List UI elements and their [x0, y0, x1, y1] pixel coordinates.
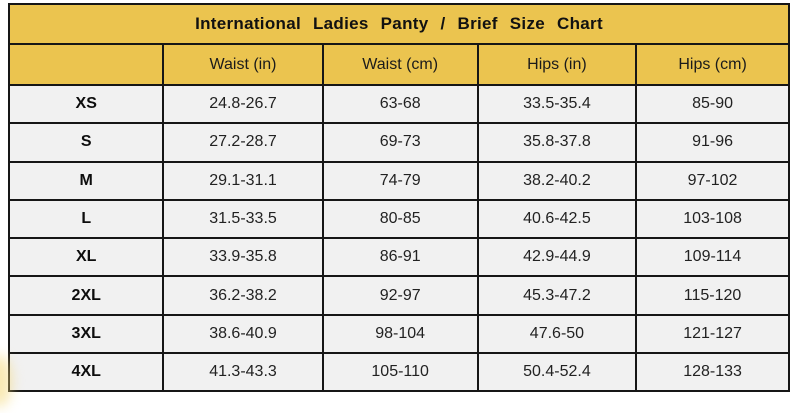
column-header-size [7, 43, 165, 86]
column-header-hips-cm: Hips (cm) [635, 43, 790, 86]
size-label: XS [7, 83, 165, 125]
waist-cm-value: 63-68 [321, 83, 479, 125]
hips-cm-value: 91-96 [635, 122, 790, 163]
size-chart-table: International Ladies Panty / Brief Size … [7, 3, 790, 393]
hips-in-value: 45.3-47.2 [476, 275, 638, 316]
waist-in-value: 36.2-38.2 [162, 275, 324, 316]
waist-in-value: 33.9-35.8 [162, 237, 324, 278]
hips-cm-value: 109-114 [635, 237, 790, 278]
hips-cm-value: 115-120 [635, 275, 790, 316]
hips-in-value: 33.5-35.4 [476, 83, 638, 125]
hips-cm-value: 121-127 [635, 313, 790, 355]
column-header-hips-in: Hips (in) [476, 43, 638, 86]
hips-in-value: 38.2-40.2 [476, 160, 638, 201]
waist-cm-value: 98-104 [321, 313, 479, 355]
table-row-4xl: 4XL 41.3-43.3 105-110 50.4-52.4 128-133 [7, 352, 790, 393]
column-header-waist-in: Waist (in) [162, 43, 324, 86]
waist-in-value: 24.8-26.7 [162, 83, 324, 125]
hips-cm-value: 97-102 [635, 160, 790, 201]
hips-in-value: 47.6-50 [476, 313, 638, 355]
table-row-l: L 31.5-33.5 80-85 40.6-42.5 103-108 [7, 198, 790, 240]
waist-cm-value: 105-110 [321, 352, 479, 393]
table-row-xs: XS 24.8-26.7 63-68 33.5-35.4 85-90 [7, 83, 790, 125]
table-row-s: S 27.2-28.7 69-73 35.8-37.8 91-96 [7, 122, 790, 163]
table-row-xl: XL 33.9-35.8 86-91 42.9-44.9 109-114 [7, 237, 790, 278]
waist-cm-value: 92-97 [321, 275, 479, 316]
chart-title: International Ladies Panty / Brief Size … [8, 3, 790, 45]
hips-cm-value: 128-133 [635, 352, 790, 393]
size-label: 2XL [7, 275, 165, 316]
waist-cm-value: 69-73 [321, 122, 479, 163]
size-label: 3XL [7, 313, 165, 355]
waist-in-value: 38.6-40.9 [162, 313, 324, 355]
waist-cm-value: 74-79 [321, 160, 479, 201]
hips-cm-value: 85-90 [635, 83, 790, 125]
title-row: International Ladies Panty / Brief Size … [8, 3, 790, 45]
size-label: XL [7, 237, 165, 278]
column-header-waist-cm: Waist (cm) [321, 43, 479, 86]
size-label: L [7, 198, 165, 240]
hips-in-value: 35.8-37.8 [476, 122, 638, 163]
table-row-2xl: 2XL 36.2-38.2 92-97 45.3-47.2 115-120 [7, 275, 790, 316]
waist-in-value: 29.1-31.1 [162, 160, 324, 201]
column-header-row: Waist (in) Waist (cm) Hips (in) Hips (cm… [7, 43, 790, 86]
waist-cm-value: 80-85 [321, 198, 479, 240]
hips-in-value: 50.4-52.4 [476, 352, 638, 393]
waist-in-value: 27.2-28.7 [162, 122, 324, 163]
waist-cm-value: 86-91 [321, 237, 479, 278]
table-row-3xl: 3XL 38.6-40.9 98-104 47.6-50 121-127 [7, 313, 790, 355]
size-label: M [7, 160, 165, 201]
hips-cm-value: 103-108 [635, 198, 790, 240]
table-row-m: M 29.1-31.1 74-79 38.2-40.2 97-102 [7, 160, 790, 201]
hips-in-value: 40.6-42.5 [476, 198, 638, 240]
waist-in-value: 31.5-33.5 [162, 198, 324, 240]
waist-in-value: 41.3-43.3 [162, 352, 324, 393]
hips-in-value: 42.9-44.9 [476, 237, 638, 278]
size-label: S [7, 122, 165, 163]
size-label: 4XL [7, 352, 165, 393]
